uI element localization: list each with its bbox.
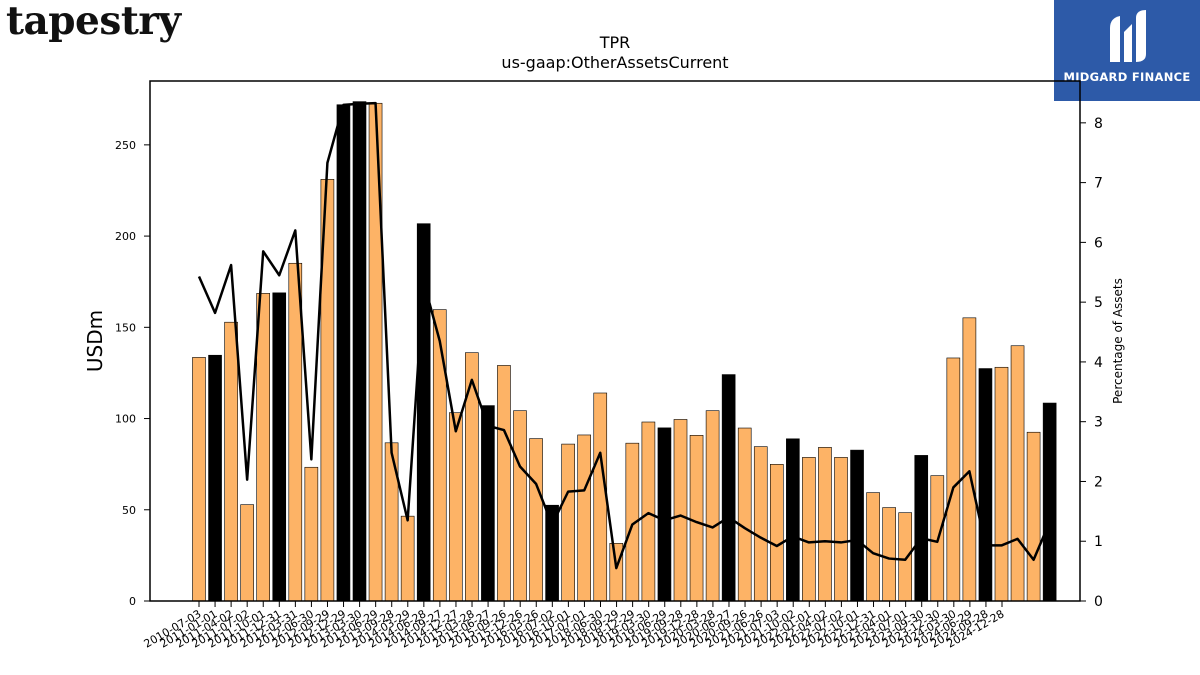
left-y-axis: 0 50 100 150 200 250 xyxy=(115,139,150,608)
bar xyxy=(256,293,271,602)
bar xyxy=(432,309,447,602)
y-tick-label: 50 xyxy=(122,504,136,517)
bar xyxy=(721,374,736,602)
y-axis-label: USDm xyxy=(83,310,107,372)
y2-tick-label: 6 xyxy=(1094,235,1103,251)
y-tick-label: 0 xyxy=(129,595,136,608)
bar xyxy=(769,464,784,602)
bar xyxy=(561,443,575,602)
bar xyxy=(914,455,929,602)
bar xyxy=(705,410,720,602)
bar xyxy=(673,419,688,602)
chart-subtitle: us-gaap:OtherAssetsCurrent xyxy=(501,53,728,72)
bar xyxy=(898,512,913,602)
bar xyxy=(737,427,752,602)
bar xyxy=(834,457,848,602)
bar xyxy=(850,449,864,602)
bar xyxy=(416,223,431,602)
bar xyxy=(609,543,624,602)
bar xyxy=(593,392,608,602)
y2-tick-label: 5 xyxy=(1094,295,1103,311)
x-axis: 2010-07-032011-01-012011-04-022011-07-02… xyxy=(142,601,1007,651)
y-tick-label: 250 xyxy=(115,139,136,152)
bar xyxy=(786,438,800,602)
bar xyxy=(208,354,222,602)
bar xyxy=(657,427,672,602)
y2-axis-label: Percentage of Assets xyxy=(1111,278,1125,404)
y2-tick-label: 7 xyxy=(1094,176,1103,192)
bar xyxy=(994,366,1009,602)
bar xyxy=(946,357,961,602)
bar xyxy=(866,492,880,602)
bar xyxy=(497,365,511,602)
bar xyxy=(304,466,319,602)
bar xyxy=(336,104,351,602)
bar xyxy=(1010,345,1025,602)
bar xyxy=(352,101,367,602)
y-tick-label: 100 xyxy=(115,413,136,426)
bar xyxy=(1026,431,1041,602)
bar xyxy=(448,412,463,602)
bar xyxy=(1042,402,1057,602)
y2-tick-label: 4 xyxy=(1094,355,1103,371)
y2-tick-label: 3 xyxy=(1094,415,1103,431)
y2-tick-label: 0 xyxy=(1094,594,1103,610)
bar xyxy=(753,446,768,602)
y2-tick-label: 1 xyxy=(1094,534,1103,550)
bar xyxy=(641,421,656,602)
y2-tick-label: 2 xyxy=(1094,474,1103,490)
bar-series xyxy=(192,101,1057,602)
bar xyxy=(224,321,238,602)
bar xyxy=(689,435,704,602)
y2-tick-label: 8 xyxy=(1094,116,1103,132)
plot-frame xyxy=(149,80,1081,602)
midgard-finance-logo: MIDGARD FINANCE xyxy=(1054,0,1200,101)
midgard-mark-icon xyxy=(1110,10,1146,62)
bar xyxy=(577,434,592,602)
bar xyxy=(802,457,816,602)
right-y-axis: 0 1 2 3 4 5 6 7 8 xyxy=(1080,116,1103,610)
bar xyxy=(240,504,254,602)
bar xyxy=(962,317,977,602)
bar xyxy=(818,447,832,602)
tapestry-logo: tapestry xyxy=(6,0,181,44)
bar xyxy=(400,515,415,602)
bar xyxy=(882,507,896,602)
bar xyxy=(545,504,559,602)
y-tick-label: 200 xyxy=(115,230,136,243)
bar xyxy=(513,410,527,602)
y-tick-label: 150 xyxy=(115,321,136,334)
bar xyxy=(978,368,993,602)
percent-line-series xyxy=(197,101,1051,570)
bar xyxy=(529,438,543,602)
bar xyxy=(272,292,287,602)
percent-line xyxy=(197,101,1051,570)
bar xyxy=(192,357,206,602)
bar xyxy=(481,405,495,602)
bar xyxy=(288,262,303,602)
midgard-finance-text: MIDGARD FINANCE xyxy=(1063,70,1191,84)
chart-title: TPR xyxy=(599,33,631,52)
